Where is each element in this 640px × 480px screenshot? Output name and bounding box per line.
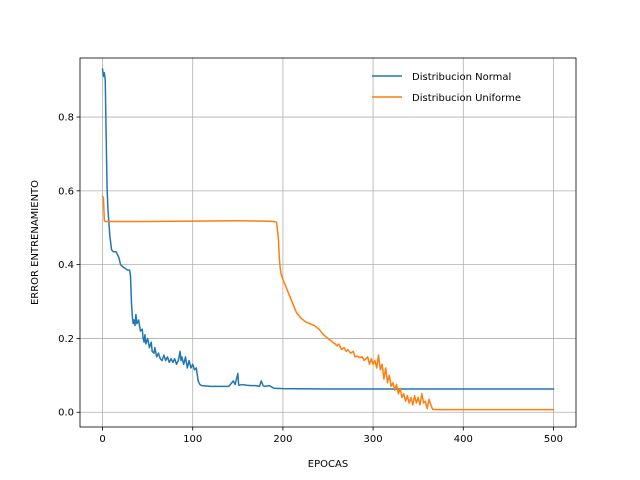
series-lines: [101, 68, 555, 411]
x-axis-label: EPOCAS: [308, 459, 348, 470]
y-tick-label: 0.6: [58, 186, 74, 197]
legend: Distribucion Normal Distribucion Uniform…: [372, 72, 521, 104]
y-tick-label: 0.4: [58, 260, 74, 271]
legend-label-uniform: Distribucion Uniforme: [412, 93, 521, 104]
y-tick-label: 0.2: [58, 334, 74, 345]
x-tick-label: 500: [544, 434, 563, 445]
x-tick-label: 300: [364, 434, 383, 445]
legend-label-normal: Distribucion Normal: [412, 72, 511, 83]
y-axis-label: ERROR ENTRENAMIENTO: [30, 180, 41, 305]
x-tick-label: 200: [273, 434, 292, 445]
series-line-uniform: [101, 195, 555, 411]
grid-lines: [80, 58, 576, 427]
y-tick-label: 0.0: [58, 408, 74, 419]
plot-frame: [79, 57, 577, 428]
y-tick-label: 0.8: [58, 113, 74, 124]
x-tick-label: 100: [183, 434, 202, 445]
axis-ticks: 0 100 200 300 400 500 0.0 0.2 0.4 0.6 0.8: [58, 113, 563, 445]
x-tick-label: 400: [454, 434, 473, 445]
x-tick-label: 0: [99, 434, 105, 445]
series-line-normal: [101, 68, 555, 390]
